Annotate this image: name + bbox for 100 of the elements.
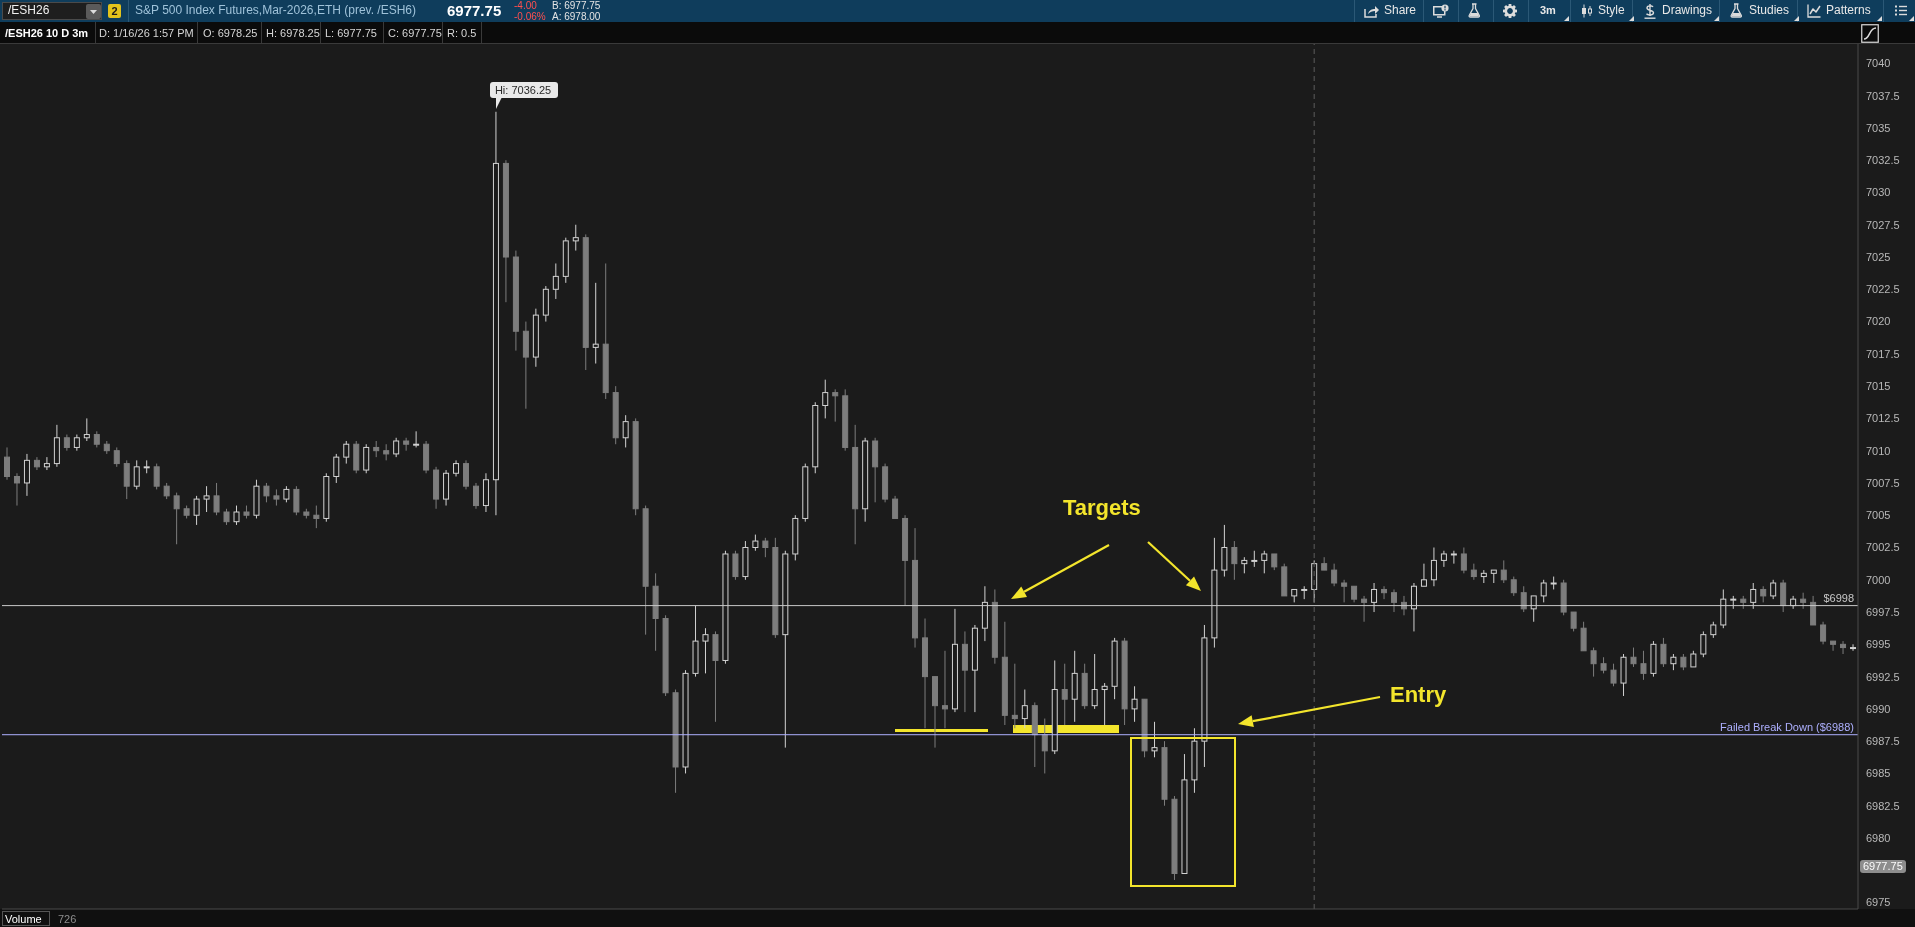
- candlestick: [1840, 640, 1847, 655]
- candlestick: [1800, 592, 1807, 610]
- y-tick-label: 6980: [1866, 831, 1891, 844]
- y-tick-label: 7030: [1866, 186, 1891, 199]
- candlestick: [732, 550, 739, 581]
- candlestick: [1540, 579, 1547, 603]
- candlestick: [1810, 595, 1817, 626]
- candlestick: [1061, 663, 1068, 726]
- candlestick: [4, 446, 10, 481]
- candlestick: [1231, 540, 1238, 581]
- candlestick: [113, 446, 120, 468]
- candlestick: [233, 505, 240, 526]
- candlestick: [463, 459, 470, 490]
- text: Patterns: [1826, 3, 1871, 18]
- candlestick: [333, 453, 340, 484]
- y-tick-label: 7020: [1866, 315, 1891, 328]
- candlestick: [1221, 524, 1228, 578]
- text: Share: [1384, 3, 1417, 18]
- candlestick: [393, 437, 400, 458]
- candlestick: [313, 505, 320, 529]
- candlestick: [592, 282, 599, 365]
- chart-title: S&P 500 Index Futures,Mar-2026,ETH (prev. /ESH6): [135, 3, 417, 18]
- candlestick: [1580, 621, 1587, 652]
- text: O: 6978.25: [203, 27, 258, 40]
- candlestick: [1830, 640, 1837, 652]
- candlestick: [133, 459, 140, 490]
- annotation: Targets: [1063, 495, 1141, 521]
- candlestick: [413, 430, 420, 448]
- candlestick: [1091, 653, 1098, 710]
- y-tick-label: 6995: [1866, 638, 1891, 651]
- text: H: 6978.25: [266, 27, 320, 40]
- y-tick-label: 7025: [1866, 250, 1891, 263]
- candlestick: [1660, 637, 1667, 668]
- text: L: 6977.75: [325, 27, 377, 40]
- candlestick: [1590, 647, 1597, 678]
- candlestick: [1520, 585, 1527, 613]
- y-tick-label: 7032.5: [1866, 154, 1900, 167]
- candlestick: [1021, 689, 1028, 729]
- text: B: 6977.75: [552, 0, 601, 12]
- text: D: 1/16/26 1:57 PM: [99, 27, 194, 40]
- text: Studies: [1749, 3, 1790, 18]
- candlestick: [23, 453, 30, 497]
- y-tick-label: 7040: [1866, 57, 1891, 70]
- candlestick: [1331, 563, 1338, 587]
- text: 6977.75: [447, 2, 502, 20]
- text: Volume: [5, 913, 42, 926]
- candlestick: [43, 456, 50, 471]
- candlestick: [822, 379, 829, 419]
- y-tick-label: 7022.5: [1866, 283, 1900, 296]
- text: C: 6977.75: [388, 27, 442, 40]
- candlestick: [892, 495, 899, 519]
- y-tick-label: 6982.5: [1866, 799, 1900, 812]
- candlestick: [123, 459, 130, 500]
- candlestick: [1640, 650, 1647, 681]
- candlestick: [1261, 550, 1268, 574]
- candlestick: [1450, 550, 1457, 565]
- candlestick: [1850, 643, 1857, 652]
- text: 2: [108, 4, 121, 18]
- text: -4.00: [514, 0, 537, 12]
- candlestick: [1460, 547, 1467, 574]
- candlestick: [1341, 579, 1348, 603]
- y-tick-label: 6992.5: [1866, 670, 1900, 683]
- candlestick: [213, 482, 220, 516]
- y-tick-label: 6997.5: [1866, 605, 1900, 618]
- text: -0.06%: [514, 11, 546, 23]
- candlestick: [1700, 630, 1707, 658]
- text: R: 0.5: [447, 27, 477, 40]
- candlestick: [1570, 611, 1577, 632]
- candlestick: [1420, 563, 1427, 587]
- candlestick: [363, 443, 370, 474]
- candlestick: [1381, 585, 1388, 600]
- candlestick: [1630, 647, 1637, 668]
- text: Drawings: [1662, 3, 1713, 18]
- y-tick-label: 6975: [1866, 896, 1891, 909]
- candlestick: [173, 492, 180, 545]
- candlestick: [622, 414, 629, 448]
- y-tick-label: 7035: [1866, 121, 1891, 134]
- ref-line-label: Failed Break Down ($6988): [1720, 720, 1854, 733]
- candlestick: [1011, 663, 1018, 729]
- candlestick: [293, 485, 300, 516]
- candlestick: [1430, 547, 1437, 587]
- candlestick: [1131, 685, 1138, 723]
- candlestick: [1770, 579, 1777, 600]
- candlestick: [1151, 721, 1158, 758]
- y-tick-label: 6987.5: [1866, 735, 1900, 748]
- y-tick-label: 7002.5: [1866, 541, 1900, 554]
- y-tick-label: 7037.5: [1866, 89, 1900, 102]
- y-tick-label: 7000: [1866, 573, 1891, 586]
- text: 726: [58, 913, 77, 926]
- y-tick-label: 6990: [1866, 702, 1891, 715]
- candlestick: [83, 417, 90, 442]
- text: A: 6978.00: [552, 11, 601, 23]
- candlestick: [1440, 550, 1447, 568]
- candlestick: [1500, 559, 1507, 584]
- candlestick: [13, 472, 20, 507]
- y-tick-label: 7007.5: [1866, 476, 1900, 489]
- candlestick: [1510, 576, 1517, 597]
- y-tick-label: 7017.5: [1866, 347, 1900, 360]
- candlestick: [1391, 588, 1398, 613]
- candlestick: [941, 650, 948, 729]
